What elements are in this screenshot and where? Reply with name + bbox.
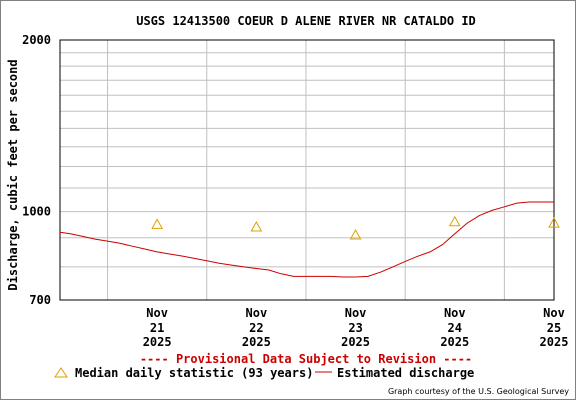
x-tick-label-year: 2025 (242, 335, 271, 349)
legend: Median daily statistic (93 years) Estima… (54, 366, 474, 380)
x-tick-label-day: 21 (150, 321, 164, 335)
provisional-note: ---- Provisional Data Subject to Revisio… (140, 352, 472, 366)
x-tick-label-day: 25 (547, 321, 561, 335)
legend-discharge-label: Estimated discharge (337, 366, 474, 380)
y-tick-label: 700 (29, 293, 51, 307)
series-layer (59, 201, 560, 278)
legend-median-label: Median daily statistic (93 years) (75, 366, 313, 380)
x-tick-label-day: 24 (448, 321, 462, 335)
x-tick-label-year: 2025 (341, 335, 370, 349)
median-marker (448, 215, 461, 227)
plot-area-border (59, 39, 555, 301)
grid-lines (60, 40, 554, 300)
chart-title: USGS 12413500 COEUR D ALENE RIVER NR CAT… (136, 14, 476, 28)
x-tick-label-day: 23 (348, 321, 362, 335)
x-tick-label-month: Nov (345, 306, 367, 320)
y-tick-label: 2000 (22, 33, 51, 47)
x-tick-label-year: 2025 (143, 335, 172, 349)
x-tick-label-month: Nov (246, 306, 268, 320)
legend-median-marker (54, 367, 68, 378)
x-tick-label-year: 2025 (440, 335, 469, 349)
discharge-line (59, 201, 554, 278)
x-tick-label-day: 22 (249, 321, 263, 335)
x-tick-label-month: Nov (146, 306, 168, 320)
median-marker (250, 220, 263, 232)
credit-text: Graph courtesy of the U.S. Geological Su… (388, 387, 569, 396)
y-tick-labels: 2000 1000 700 (22, 33, 51, 307)
median-marker (349, 228, 362, 240)
median-marker (151, 218, 163, 229)
x-tick-label-month: Nov (543, 306, 565, 320)
x-tick-labels: Nov212025Nov222025Nov232025Nov242025Nov2… (143, 306, 569, 349)
y-tick-label: 1000 (22, 205, 51, 219)
median-marker (548, 217, 560, 228)
y-axis-label: Discharge, cubic feet per second (6, 59, 20, 290)
x-tick-label-year: 2025 (540, 335, 569, 349)
x-tick-label-month: Nov (444, 306, 466, 320)
